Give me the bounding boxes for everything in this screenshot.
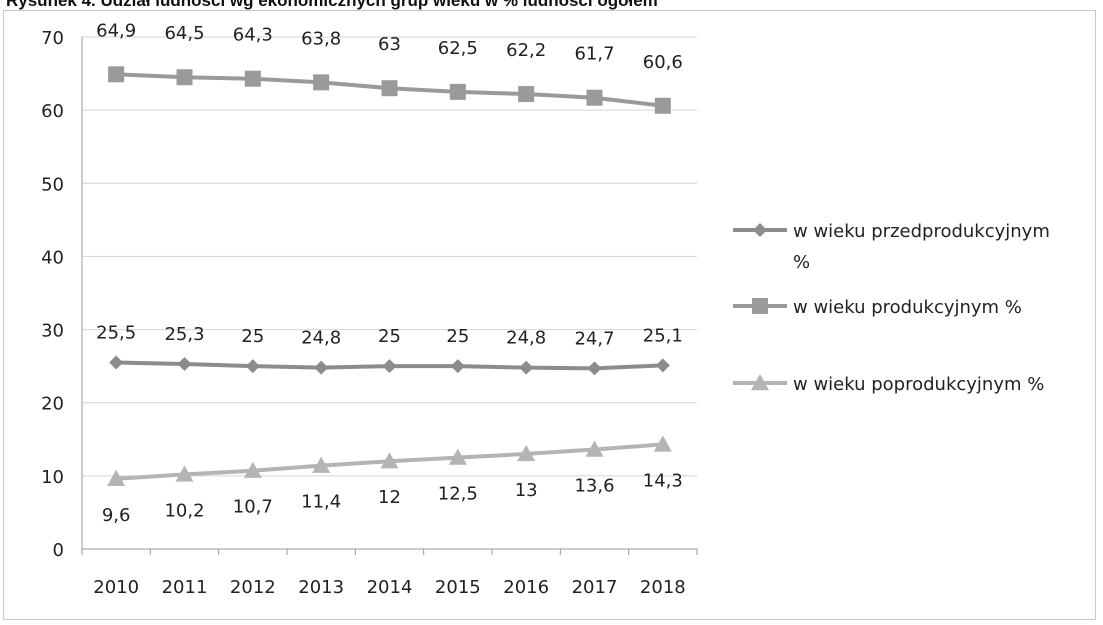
data-point <box>243 461 262 478</box>
data-point <box>381 80 398 97</box>
data-label: 11,4 <box>301 492 341 513</box>
legend-marker <box>753 223 767 237</box>
data-label: 14,3 <box>643 470 683 491</box>
data-point <box>176 69 193 86</box>
data-label: 10,2 <box>164 500 204 521</box>
data-label: 13 <box>515 480 538 501</box>
y-tick-label: 10 <box>41 467 64 488</box>
legend-label: w wieku poprodukcyjnym % <box>793 374 1044 395</box>
data-label: 9,6 <box>102 505 131 526</box>
data-point <box>654 97 671 114</box>
data-point <box>517 444 536 462</box>
y-tick-label: 60 <box>41 101 64 122</box>
legend-label: % <box>793 252 810 273</box>
data-label: 25 <box>446 326 469 347</box>
data-label: 10,7 <box>233 497 273 518</box>
data-point <box>655 358 670 373</box>
x-tick-label: 2012 <box>230 577 276 598</box>
data-label: 62,2 <box>506 40 546 61</box>
data-label: 12,5 <box>438 484 478 505</box>
data-label: 25,5 <box>96 322 136 343</box>
data-label: 25,3 <box>164 324 204 345</box>
data-label: 25,1 <box>643 325 683 346</box>
chart-title: Rysunek 4. Udział ludności wg ekonomiczn… <box>6 0 658 10</box>
y-tick-label: 30 <box>41 321 64 342</box>
y-tick-label: 40 <box>41 247 64 268</box>
data-point <box>587 361 602 376</box>
data-point <box>450 359 465 374</box>
data-point <box>380 452 399 469</box>
data-label: 63 <box>378 34 401 55</box>
data-label: 12 <box>378 487 401 508</box>
data-label: 24,7 <box>574 328 614 349</box>
data-point <box>519 360 534 375</box>
legend-marker <box>752 298 768 314</box>
x-tick-label: 2010 <box>93 577 139 598</box>
data-point <box>312 456 331 473</box>
data-label: 64,9 <box>96 20 136 41</box>
data-point <box>107 469 126 486</box>
legend-marker <box>751 374 769 391</box>
x-tick-label: 2016 <box>503 577 549 598</box>
legend-label: w wieku przedprodukcyjnym <box>793 221 1050 242</box>
data-point <box>109 355 124 370</box>
x-tick-label: 2013 <box>298 577 344 598</box>
x-tick-label: 2018 <box>640 577 686 598</box>
data-point <box>175 465 194 482</box>
data-label: 64,5 <box>164 23 204 44</box>
data-label: 60,6 <box>643 52 683 73</box>
data-point <box>518 86 535 103</box>
y-tick-label: 50 <box>41 174 64 195</box>
x-tick-label: 2017 <box>572 577 618 598</box>
x-tick-label: 2011 <box>162 577 208 598</box>
data-point <box>449 83 466 100</box>
data-label: 64,3 <box>233 25 273 46</box>
x-tick-label: 2014 <box>367 577 413 598</box>
data-label: 13,6 <box>574 476 614 497</box>
data-label: 25 <box>378 326 401 347</box>
data-label: 24,8 <box>301 328 341 349</box>
data-label: 63,8 <box>301 28 341 49</box>
y-tick-label: 0 <box>53 540 64 561</box>
data-point <box>108 66 125 83</box>
data-point <box>382 359 397 374</box>
y-tick-label: 70 <box>41 28 64 49</box>
data-point <box>448 448 467 465</box>
legend-label: w wieku produkcyjnym % <box>793 297 1022 318</box>
data-point <box>313 74 330 91</box>
data-point <box>585 440 604 457</box>
x-tick-label: 2015 <box>435 577 481 598</box>
data-point <box>653 435 672 452</box>
data-point <box>177 356 192 371</box>
data-label: 62,5 <box>438 38 478 59</box>
y-tick-label: 20 <box>41 394 64 415</box>
data-label: 25 <box>241 326 264 347</box>
data-point <box>314 360 329 375</box>
data-point <box>244 70 261 87</box>
data-point <box>245 359 260 374</box>
data-label: 24,8 <box>506 328 546 349</box>
data-point <box>586 89 603 106</box>
chart-frame <box>3 10 1096 620</box>
data-label: 61,7 <box>574 44 614 65</box>
